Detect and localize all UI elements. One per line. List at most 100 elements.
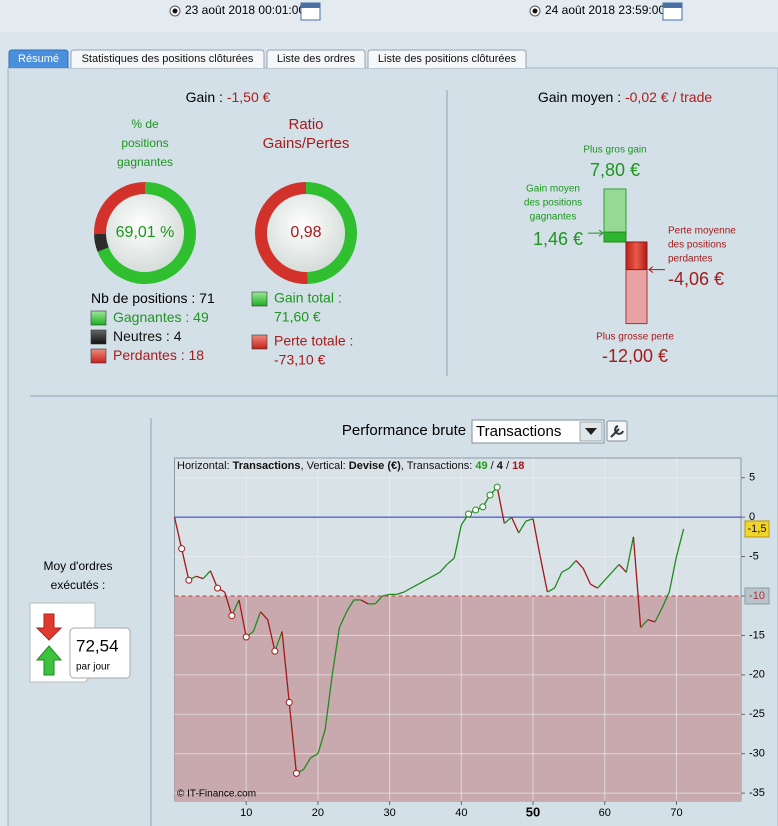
legend-perdantes: Perdantes : 18 (113, 347, 204, 363)
tab-shape (70, 49, 265, 68)
donut-arc (97, 182, 196, 284)
avg-gain-value: -0,02 € / trade (625, 89, 712, 105)
line-segment (173, 516, 183, 549)
legend-icon (90, 329, 107, 345)
selector[interactable]: Transactions (471, 419, 605, 444)
line-segment (410, 583, 419, 589)
y-tick-label: 0 (749, 511, 755, 523)
header-part: Transactions (233, 460, 301, 472)
line-segment (346, 599, 355, 613)
x-tick-label: 40 (455, 807, 467, 819)
avg-gain-bar (603, 231, 627, 243)
date-end[interactable]: 24 août 2018 23:59:00 (529, 2, 683, 21)
current_value-badge (744, 520, 770, 538)
positions-label: Nb de positions : (91, 290, 199, 306)
point-marker (479, 503, 487, 511)
x-tick-label: 20 (312, 807, 324, 819)
threshold-badge (744, 587, 770, 605)
y-tick-label: -20 (749, 669, 765, 681)
orders-title: exécutés : (51, 578, 106, 592)
line-segment (590, 583, 598, 589)
point-marker (178, 545, 186, 553)
line-segment (281, 631, 290, 703)
gagnantes-value: 49 (193, 309, 209, 325)
tab[interactable]: Liste des ordres (266, 49, 366, 68)
line-segment (224, 591, 233, 616)
tab[interactable]: Statistiques des positions clôturées (70, 49, 265, 68)
point-marker (214, 584, 222, 592)
max-gain-title: Plus gros gain (583, 145, 646, 156)
tab-shape (367, 49, 527, 68)
line-segment (425, 575, 433, 581)
date-end-text: 24 août 2018 23:59:00 (545, 3, 665, 17)
line-segment (403, 587, 412, 593)
current_value-label: -1,5 (748, 523, 767, 535)
tab[interactable]: Résumé (8, 49, 69, 68)
avg-gain-title: gagnantes (530, 212, 577, 223)
line-segment (632, 536, 642, 628)
threshold-zone (174, 595, 741, 801)
header-part: , Transactions: (401, 460, 476, 472)
header-part: / (488, 460, 497, 472)
settings-button[interactable] (606, 420, 628, 442)
y-tick-label: -35 (749, 787, 765, 799)
date-start-text: 23 août 2018 00:01:00 (185, 3, 305, 17)
avg-loss-bar (625, 241, 648, 271)
orders-icon: 72,54 par jour (29, 602, 131, 683)
line-segment (432, 571, 441, 577)
avg-loss-title: des positions (668, 240, 726, 251)
tab-label: Liste des positions clôturées (378, 53, 517, 65)
chart-title: Performance brute (342, 422, 466, 439)
chart-header: Horizontal: Transactions, Vertical: Devi… (177, 460, 524, 472)
x-tick-label: 70 (670, 807, 682, 819)
line-segment (647, 619, 656, 623)
line-segment (625, 536, 635, 573)
date-start[interactable]: 23 août 2018 00:01:00 (169, 2, 321, 21)
line-segment (503, 516, 512, 524)
y-tick-label: -15 (749, 629, 765, 641)
donut-arc (94, 233, 109, 252)
line-segment (446, 557, 455, 565)
line-segment (260, 611, 269, 621)
header-part: 18 (512, 460, 524, 472)
y-tick-label: -5 (749, 550, 759, 562)
max-loss-title: Plus grosse perte (596, 332, 674, 343)
line-segment (195, 575, 204, 580)
line-segment (382, 593, 390, 597)
point-marker (285, 698, 293, 706)
line-segment (661, 591, 670, 609)
point-marker (486, 491, 494, 499)
positions: Nb de positions : 71 (91, 290, 215, 306)
avg-gain-label: Gain moyen : (538, 89, 625, 105)
line-segment (547, 587, 555, 593)
line-segment (668, 556, 678, 593)
x-tick-label: 30 (384, 807, 396, 819)
point-marker (271, 647, 279, 655)
avg-loss-value: -4,06 € (668, 269, 724, 289)
point-marker (493, 483, 501, 491)
line-segment (561, 567, 570, 573)
tab-label: Résumé (18, 53, 59, 65)
x-tick-label: 50 (526, 804, 540, 819)
line-segment (640, 619, 649, 628)
line-segment (310, 753, 319, 759)
line-segment (360, 599, 369, 605)
donut-arc (305, 182, 357, 284)
tab[interactable]: Liste des positions clôturées (367, 49, 527, 68)
line-segment (338, 611, 348, 628)
top-bar (0, 0, 778, 32)
line-segment (582, 568, 592, 585)
line-segment (510, 516, 520, 534)
selector-text: Transactions (476, 423, 561, 440)
line-segment (439, 564, 448, 573)
arrow (648, 266, 665, 274)
legend-icon (251, 334, 268, 350)
header-part: / (503, 460, 512, 472)
line-segment (396, 591, 405, 596)
arrow (588, 229, 604, 237)
credit: © IT-Finance.com (177, 789, 256, 800)
orders-title: Moy d'ordres (44, 559, 113, 573)
donut-arc (255, 182, 308, 284)
line-segment (611, 564, 620, 573)
